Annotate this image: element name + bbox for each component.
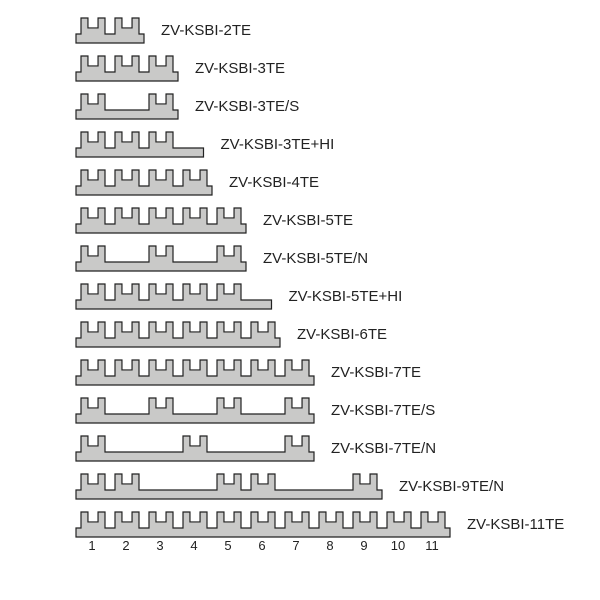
busbar-shape: [75, 131, 205, 163]
busbar-shape: [75, 55, 179, 87]
busbar-row: ZV-KSBI-3TE: [0, 50, 600, 88]
busbar-shape: [75, 17, 145, 49]
busbar-row: ZV-KSBI-4TE: [0, 164, 600, 202]
scale-tick-label: 3: [150, 538, 170, 553]
busbar-label: ZV-KSBI-3TE+HI: [221, 136, 335, 153]
busbar-shape: [75, 93, 179, 125]
busbar-shape: [75, 473, 383, 505]
busbar-label: ZV-KSBI-5TE: [263, 212, 353, 229]
scale-tick-label: 6: [252, 538, 272, 553]
busbar-label: ZV-KSBI-2TE: [161, 22, 251, 39]
busbar-shape: [75, 321, 281, 353]
busbar-label: ZV-KSBI-7TE/S: [331, 402, 435, 419]
busbar-shape: [75, 169, 213, 201]
scale-tick-label: 4: [184, 538, 204, 553]
busbar-shape: [75, 283, 273, 315]
scale-tick-label: 7: [286, 538, 306, 553]
busbar-row: ZV-KSBI-5TE: [0, 202, 600, 240]
busbar-row: ZV-KSBI-3TE+HI: [0, 126, 600, 164]
busbar-shape: [75, 207, 247, 239]
busbar-label: ZV-KSBI-7TE: [331, 364, 421, 381]
busbar-label: ZV-KSBI-7TE/N: [331, 440, 436, 457]
busbar-row: ZV-KSBI-7TE: [0, 354, 600, 392]
busbar-label: ZV-KSBI-3TE/S: [195, 98, 299, 115]
busbar-row: ZV-KSBI-9TE/N: [0, 468, 600, 506]
scale-tick-label: 11: [422, 538, 442, 553]
busbar-label: ZV-KSBI-11TE: [467, 516, 564, 533]
busbar-label: ZV-KSBI-5TE+HI: [289, 288, 403, 305]
busbar-label: ZV-KSBI-5TE/N: [263, 250, 368, 267]
scale-tick-label: 5: [218, 538, 238, 553]
busbar-shape: [75, 359, 315, 391]
busbar-label: ZV-KSBI-6TE: [297, 326, 387, 343]
busbar-row: ZV-KSBI-5TE+HI: [0, 278, 600, 316]
busbar-row: ZV-KSBI-3TE/S: [0, 88, 600, 126]
busbar-row: ZV-KSBI-2TE: [0, 12, 600, 50]
scale-tick-label: 9: [354, 538, 374, 553]
scale-tick-label: 2: [116, 538, 136, 553]
scale-tick-label: 10: [388, 538, 408, 553]
busbar-row: ZV-KSBI-6TE: [0, 316, 600, 354]
busbar-row: ZV-KSBI-7TE/N: [0, 430, 600, 468]
scale-tick-label: 8: [320, 538, 340, 553]
busbar-diagram: ZV-KSBI-2TE ZV-KSBI-3TE ZV-KSBI-3TE/S ZV-KS…: [0, 0, 600, 600]
busbar-row: ZV-KSBI-5TE/N: [0, 240, 600, 278]
busbar-shape: [75, 245, 247, 277]
busbar-shape: [75, 397, 315, 429]
busbar-label: ZV-KSBI-4TE: [229, 174, 319, 191]
busbar-label: ZV-KSBI-9TE/N: [399, 478, 504, 495]
scale-tick-label: 1: [82, 538, 102, 553]
busbar-row: ZV-KSBI-7TE/S: [0, 392, 600, 430]
busbar-label: ZV-KSBI-3TE: [195, 60, 285, 77]
busbar-shape: [75, 435, 315, 467]
